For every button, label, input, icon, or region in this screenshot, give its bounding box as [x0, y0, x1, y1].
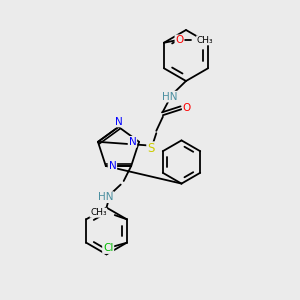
- Text: N: N: [109, 161, 116, 171]
- Text: Cl: Cl: [103, 243, 113, 253]
- Text: HN: HN: [162, 92, 177, 102]
- Text: S: S: [147, 142, 155, 155]
- Text: N: N: [129, 137, 136, 147]
- Text: HN: HN: [98, 192, 113, 202]
- Text: O: O: [176, 35, 184, 45]
- Text: O: O: [183, 103, 191, 113]
- Text: CH₃: CH₃: [90, 208, 107, 217]
- Text: CH₃: CH₃: [196, 36, 213, 45]
- Text: N: N: [115, 116, 122, 127]
